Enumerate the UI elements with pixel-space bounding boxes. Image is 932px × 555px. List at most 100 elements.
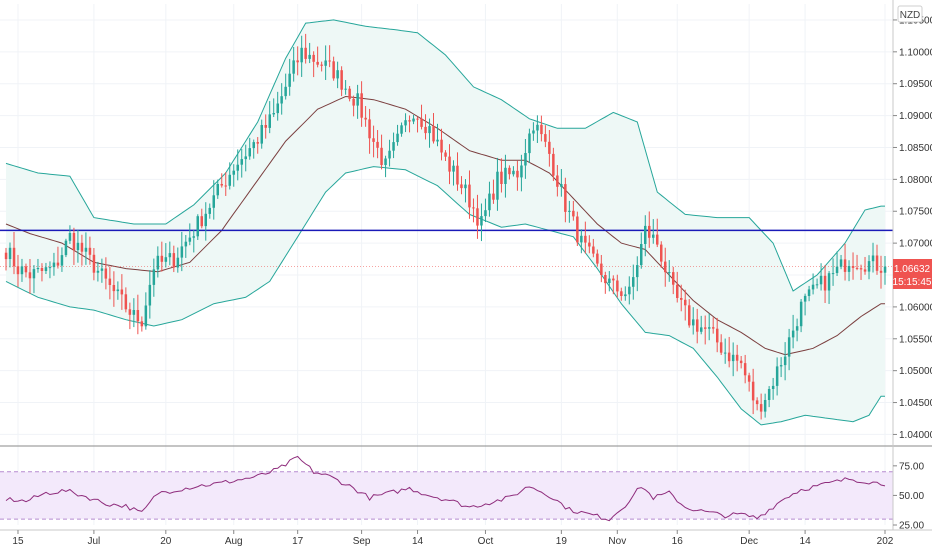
candle-body xyxy=(428,126,431,134)
horizontal-line xyxy=(0,229,893,267)
last-price-label: 1.06632 xyxy=(894,264,931,275)
candle-body xyxy=(320,64,323,66)
candle-body xyxy=(568,210,571,212)
candle-body xyxy=(576,216,579,243)
candle-body xyxy=(44,267,48,271)
x-tick-label: 14 xyxy=(412,536,424,547)
candle-body xyxy=(572,210,575,217)
candle-body xyxy=(208,207,211,214)
candle-body xyxy=(747,375,751,382)
candle-body xyxy=(80,242,84,252)
candle-body xyxy=(368,119,371,139)
candle-body xyxy=(596,253,599,264)
candle-body xyxy=(767,389,771,400)
candle-body xyxy=(256,142,259,144)
candle-body xyxy=(879,270,883,273)
candle-body xyxy=(787,337,791,357)
candle-body xyxy=(468,184,471,208)
candle-body xyxy=(680,298,683,300)
candle-body xyxy=(76,242,80,251)
candle-body xyxy=(352,98,355,106)
candle-body xyxy=(464,184,467,189)
candle-body xyxy=(624,294,627,297)
rsi-tick-label: 50.00 xyxy=(899,491,924,502)
y-tick-label: 1.09500 xyxy=(899,79,932,90)
candle-body xyxy=(296,60,299,63)
x-tick-label: Dec xyxy=(740,536,758,547)
candle-body xyxy=(132,310,136,315)
candle-body xyxy=(224,185,227,187)
candle-body xyxy=(799,301,803,327)
candle-body xyxy=(96,270,100,273)
y-tick-label: 1.05000 xyxy=(899,366,932,377)
candle-body xyxy=(136,310,140,322)
candle-body xyxy=(280,96,283,104)
candle-body xyxy=(356,93,359,106)
candle-body xyxy=(688,305,691,326)
candle-body xyxy=(448,156,451,172)
countdown-label: 15:15:45 xyxy=(893,277,932,288)
candle-body xyxy=(292,60,295,74)
x-tick-label: 16 xyxy=(672,536,684,547)
candle-body xyxy=(100,268,104,271)
x-tick-label: Oct xyxy=(478,536,494,547)
candle-body xyxy=(612,278,615,281)
candle-body xyxy=(156,255,160,270)
candle-body xyxy=(672,272,675,285)
candle-body xyxy=(584,235,587,243)
candle-body xyxy=(308,54,311,59)
candle-body xyxy=(408,120,411,122)
candle-body xyxy=(364,117,367,120)
candle-body xyxy=(831,273,835,275)
candle-body xyxy=(875,255,879,271)
candle-body xyxy=(84,247,88,252)
candle-body xyxy=(264,125,267,128)
candle-body xyxy=(12,247,16,267)
candle-body xyxy=(704,327,707,329)
candle-body xyxy=(24,266,28,273)
candle-body xyxy=(276,103,279,114)
candle-body xyxy=(504,167,507,184)
candle-body xyxy=(480,216,483,226)
candle-body xyxy=(392,142,395,151)
candle-body xyxy=(104,268,108,279)
candle-body xyxy=(184,241,188,247)
candle-body xyxy=(731,354,735,362)
candle-body xyxy=(196,216,199,237)
candle-body xyxy=(520,165,523,178)
candle-body xyxy=(708,327,711,329)
candle-body xyxy=(492,193,495,200)
candle-body xyxy=(779,365,783,367)
price-badge: NZD 1.06632 15:15:45 xyxy=(893,5,932,289)
candle-body xyxy=(696,319,699,332)
candle-body xyxy=(600,263,603,275)
candle-body xyxy=(20,266,24,275)
candle-body xyxy=(328,60,331,62)
candles xyxy=(4,33,887,420)
candle-body xyxy=(424,126,427,134)
candle-body xyxy=(40,268,44,271)
candle-body xyxy=(847,266,851,272)
candle-body xyxy=(128,309,132,315)
candle-body xyxy=(164,257,168,262)
candle-body xyxy=(304,47,307,59)
candle-body xyxy=(440,139,443,153)
candle-body xyxy=(404,120,407,126)
y-tick-label: 1.10000 xyxy=(899,47,932,58)
x-tick-label: 19 xyxy=(556,536,568,547)
candle-body xyxy=(743,363,747,376)
candle-body xyxy=(172,253,176,268)
x-tick-label: 15 xyxy=(12,536,24,547)
candle-body xyxy=(228,174,231,186)
candle-body xyxy=(684,299,687,306)
rsi-line xyxy=(5,455,886,522)
rsi-band xyxy=(0,471,893,520)
candle-body xyxy=(204,213,207,227)
candle-body xyxy=(384,158,387,165)
candle-body xyxy=(340,70,343,90)
candle-body xyxy=(312,54,315,62)
currency-box[interactable] xyxy=(897,5,923,23)
